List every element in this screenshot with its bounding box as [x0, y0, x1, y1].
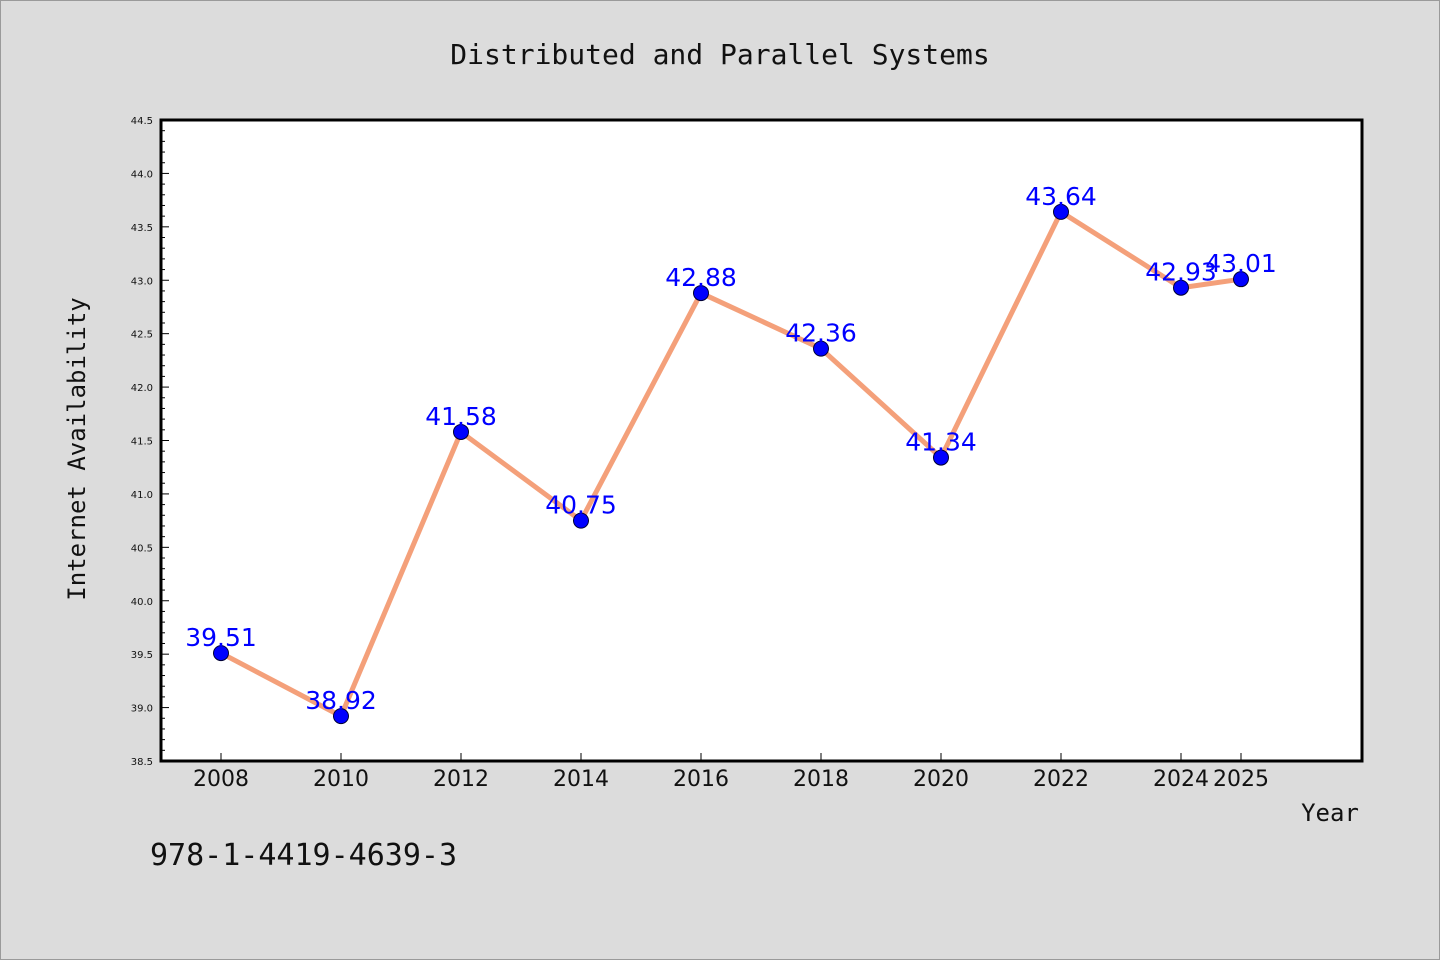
isbn-footer: 978-1-4419-4639-3: [150, 838, 457, 873]
x-tick-label: 2012: [433, 767, 489, 792]
y-tick-label: 43.5: [131, 223, 153, 234]
y-tick-label: 42.0: [131, 383, 153, 394]
plot-area: [159, 118, 1364, 763]
data-point: [933, 449, 949, 466]
data-label: 42.93: [1145, 258, 1217, 287]
y-tick-label: 38.5: [131, 757, 153, 768]
data-label-layer: 39.51 38.92 41.58 40.75 42.88 42.36 41.34 43.64…: [185, 182, 1277, 715]
y-tick-label: 39.0: [131, 704, 153, 715]
x-tick-label: 2014: [553, 767, 609, 792]
data-label: 42.88: [665, 263, 737, 292]
data-point: [1173, 279, 1189, 296]
y-tick-label: 43.0: [131, 276, 153, 287]
data-label: 39.51: [185, 623, 257, 652]
series-layer: [213, 203, 1249, 725]
data-point: [213, 645, 229, 662]
data-point: [333, 708, 349, 725]
y-tick-label: 39.5: [131, 650, 153, 661]
data-point: [813, 340, 829, 357]
data-point: [693, 285, 709, 302]
data-point: [1053, 203, 1069, 220]
data-point: [1233, 271, 1249, 288]
data-point: [453, 423, 469, 440]
y-tick-label: 42.5: [131, 330, 153, 341]
y-tick-label: 44.5: [131, 116, 153, 127]
data-label: 41.34: [905, 428, 977, 457]
y-axis-title: Internet Availability: [63, 297, 91, 600]
series-line: [218, 209, 1244, 719]
x-tick-label: 2010: [313, 767, 369, 792]
data-label: 38.92: [305, 686, 377, 715]
x-tick-label: 2022: [1033, 767, 1089, 792]
data-label: 41.58: [425, 402, 497, 431]
y-tick-label: 41.0: [131, 490, 153, 501]
x-tick-label: 2024: [1153, 767, 1209, 792]
y-tick-label: 44.0: [131, 169, 153, 180]
data-point: [573, 512, 589, 529]
data-label: 43.01: [1205, 249, 1277, 278]
chart-title: Distributed and Parallel Systems: [450, 38, 989, 71]
x-tick-label: 2016: [673, 767, 729, 792]
data-label: 42.36: [785, 319, 857, 348]
data-label: 43.64: [1025, 182, 1097, 211]
x-tick-label: 2018: [793, 767, 849, 792]
y-tick-label: 40.5: [131, 543, 153, 554]
y-tick-label: 40.0: [131, 597, 153, 608]
y-tick-label: 41.5: [131, 437, 153, 448]
x-axis: 2008 2010 2012 2014 2016 2018 2020 2022 2024 2025: [193, 753, 1269, 792]
x-tick-label: 2025: [1213, 767, 1269, 792]
y-axis: 38.5 39.0 39.5 40.0 40.5 41.0 41.5 42.0 42.5 43.0…: [131, 116, 169, 768]
x-tick-label: 2020: [913, 767, 969, 792]
x-axis-title: Year: [1301, 799, 1359, 827]
x-tick-label: 2008: [193, 767, 249, 792]
data-label: 40.75: [545, 491, 617, 520]
